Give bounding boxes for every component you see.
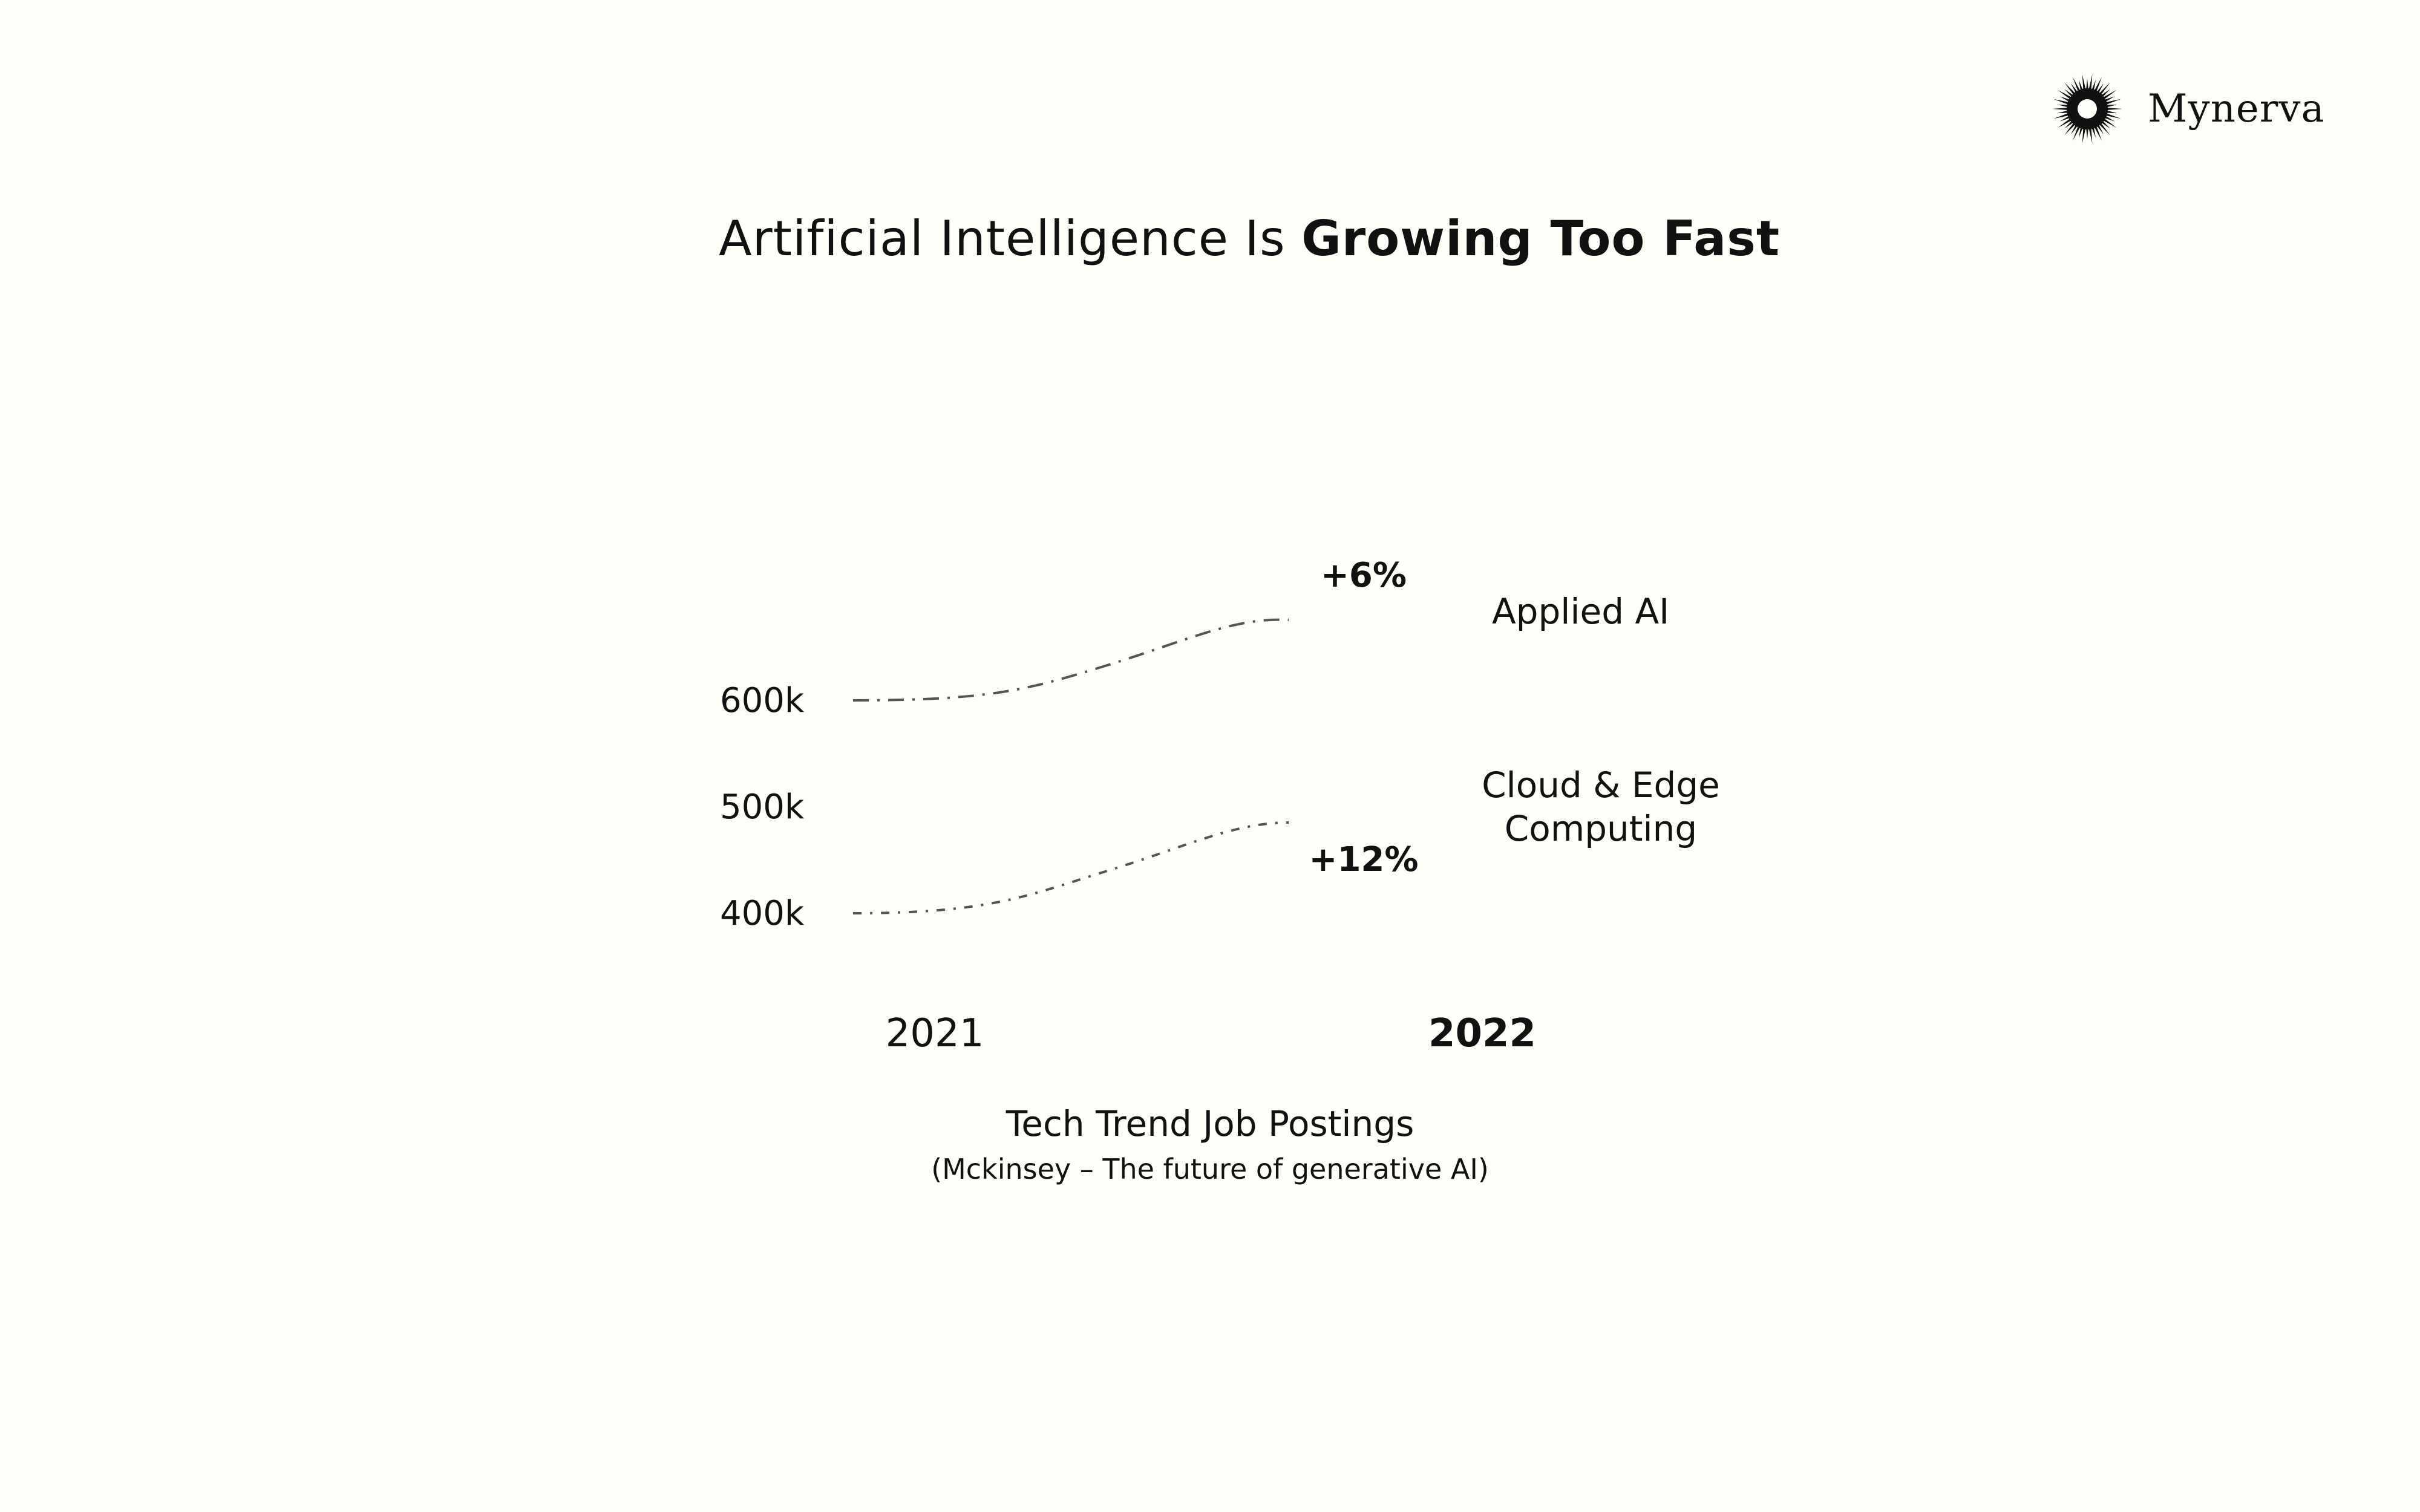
sunburst-icon [2052, 74, 2122, 144]
brand-name: Mynerva [2148, 86, 2325, 131]
change-label-cloud-edge: +12% [1309, 840, 1419, 879]
series-label-cloud-edge-line1: Cloud & Edge [1482, 764, 1720, 806]
title-regular: Artificial Intelligence Is [719, 210, 1302, 267]
brand: Mynerva [2051, 73, 2325, 145]
x-tick-label-2021: 2021 [886, 1011, 984, 1056]
series-line-cloud-edge [852, 821, 1289, 914]
series-label-applied-ai: Applied AI [1492, 591, 1669, 632]
title-bold: Growing Too Fast [1301, 210, 1781, 267]
caption-source: (Mckinsey – The future of generative AI) [931, 1153, 1489, 1185]
y-tick-label: 500k [720, 787, 805, 827]
page-title: Artificial Intelligence Is Growing Too F… [719, 210, 1780, 267]
x-tick-label-2022: 2022 [1428, 1011, 1536, 1056]
series-label-cloud-edge-line2: Computing [1505, 808, 1698, 849]
series-line-applied-ai [852, 618, 1289, 702]
y-tick-label: 600k [720, 681, 805, 720]
y-tick-label: 400k [720, 894, 805, 933]
chart-caption: Tech Trend Job Postings (Mckinsey – The … [0, 1100, 2420, 1190]
caption-title: Tech Trend Job Postings [1006, 1103, 1414, 1144]
change-label-applied-ai: +6% [1321, 556, 1407, 595]
